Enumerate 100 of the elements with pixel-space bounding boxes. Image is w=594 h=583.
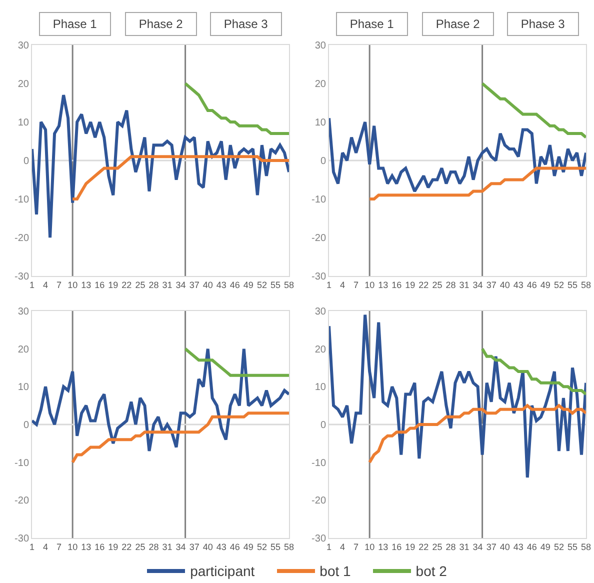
x-tick-label: 55 xyxy=(270,280,280,290)
x-tick-label: 37 xyxy=(189,280,200,290)
x-tick-label: 10 xyxy=(364,280,375,290)
x-tick-label: 46 xyxy=(526,542,537,552)
y-tick-label: 30 xyxy=(18,40,30,52)
legend-label: bot 1 xyxy=(320,563,351,579)
legend-label: bot 2 xyxy=(416,563,447,579)
x-tick-label: 4 xyxy=(43,542,48,552)
x-tick-label: 16 xyxy=(94,280,105,290)
x-tick-label: 28 xyxy=(446,542,456,552)
y-tick-label: 10 xyxy=(314,118,326,128)
x-tick-label: 34 xyxy=(176,542,186,552)
x-tick-label: 31 xyxy=(162,542,172,552)
y-tick-label: -10 xyxy=(312,458,326,469)
x-tick-label: 28 xyxy=(148,542,159,552)
y-tick-label: -20 xyxy=(14,233,30,244)
x-tick-label: 34 xyxy=(176,280,186,290)
x-tick-label: 7 xyxy=(56,280,62,290)
x-tick-label: 16 xyxy=(94,542,105,552)
x-tick-label: 25 xyxy=(135,280,146,290)
y-tick-label: -20 xyxy=(312,496,326,507)
x-tick-label: 7 xyxy=(56,542,62,552)
x-tick-label: 25 xyxy=(432,542,442,552)
x-tick-label: 22 xyxy=(122,542,132,552)
legend-label: participant xyxy=(190,563,255,579)
x-tick-label: 58 xyxy=(284,542,294,552)
x-tick-label: 25 xyxy=(432,280,442,290)
x-tick-label: 49 xyxy=(540,542,550,552)
x-tick-label: 19 xyxy=(405,280,416,290)
x-tick-label: 10 xyxy=(68,542,78,552)
x-tick-label: 46 xyxy=(526,280,537,290)
x-tick-label: 13 xyxy=(81,542,92,552)
y-tick-label: 0 xyxy=(320,420,326,431)
text: Phase 2 xyxy=(138,17,184,31)
x-tick-label: 19 xyxy=(108,542,118,552)
y-tick-label: 20 xyxy=(314,344,326,356)
y-tick-label: -30 xyxy=(14,272,30,282)
x-tick-label: 34 xyxy=(472,542,483,552)
y-tick-label: -10 xyxy=(14,194,30,206)
x-tick-label: 31 xyxy=(459,280,470,290)
y-tick-label: 30 xyxy=(18,306,30,318)
x-tick-label: 49 xyxy=(540,280,550,290)
x-tick-label: 55 xyxy=(567,280,578,290)
x-tick-label: 46 xyxy=(230,280,240,290)
y-tick-label: -30 xyxy=(312,272,326,282)
x-tick-label: 58 xyxy=(284,280,294,290)
x-tick-label: 22 xyxy=(418,542,429,552)
y-tick-label: 20 xyxy=(314,79,326,90)
y-tick-label: -20 xyxy=(312,233,326,244)
x-tick-label: 16 xyxy=(392,542,402,552)
x-tick-label: 7 xyxy=(354,542,359,552)
x-tick-label: 10 xyxy=(68,280,78,290)
y-tick-label: 10 xyxy=(18,382,30,394)
y-tick-label: 20 xyxy=(18,344,30,356)
x-tick-label: 46 xyxy=(230,542,240,552)
x-tick-label: 55 xyxy=(567,542,578,552)
x-tick-label: 22 xyxy=(122,280,132,290)
x-tick-label: 16 xyxy=(392,280,402,290)
y-tick-label: -30 xyxy=(14,534,30,544)
x-tick-label: 49 xyxy=(243,280,254,290)
x-tick-label: 10 xyxy=(364,542,375,552)
x-tick-label: 7 xyxy=(354,280,359,290)
x-tick-label: 49 xyxy=(243,542,254,552)
y-tick-label: -20 xyxy=(14,496,30,507)
y-tick-label: 30 xyxy=(314,40,326,52)
y-tick-label: 0 xyxy=(23,420,30,431)
x-tick-label: 37 xyxy=(486,280,496,290)
x-tick-label: 31 xyxy=(459,542,470,552)
x-tick-label: 58 xyxy=(580,542,592,552)
y-tick-label: 30 xyxy=(314,306,326,318)
x-tick-label: 28 xyxy=(148,280,159,290)
x-tick-label: 43 xyxy=(513,542,524,552)
y-tick-label: 10 xyxy=(18,118,30,128)
x-tick-label: 1 xyxy=(29,542,35,552)
y-tick-label: 20 xyxy=(18,79,30,90)
x-tick-label: 4 xyxy=(340,280,346,290)
x-tick-label: 43 xyxy=(216,280,226,290)
x-tick-label: 4 xyxy=(340,542,346,552)
text: Phase 3 xyxy=(520,17,566,31)
y-tick-label: -10 xyxy=(312,194,326,206)
x-tick-label: 37 xyxy=(189,542,200,552)
x-tick-label: 40 xyxy=(202,280,213,290)
x-tick-label: 19 xyxy=(108,280,118,290)
x-tick-label: 4 xyxy=(43,280,48,290)
text: Phase 2 xyxy=(436,17,480,31)
x-tick-label: 19 xyxy=(405,542,416,552)
x-tick-label: 37 xyxy=(486,542,496,552)
x-tick-label: 43 xyxy=(513,280,524,290)
y-tick-label: 0 xyxy=(320,156,326,167)
x-tick-label: 52 xyxy=(256,280,267,290)
x-tick-label: 28 xyxy=(446,280,456,290)
x-tick-label: 58 xyxy=(580,280,592,290)
x-tick-label: 40 xyxy=(202,542,213,552)
x-tick-label: 22 xyxy=(418,280,429,290)
y-tick-label: 0 xyxy=(23,156,30,167)
x-tick-label: 1 xyxy=(326,542,332,552)
y-tick-label: 10 xyxy=(314,382,326,394)
text: Phase 1 xyxy=(52,17,98,31)
x-tick-label: 40 xyxy=(500,280,510,290)
x-tick-label: 55 xyxy=(270,542,280,552)
